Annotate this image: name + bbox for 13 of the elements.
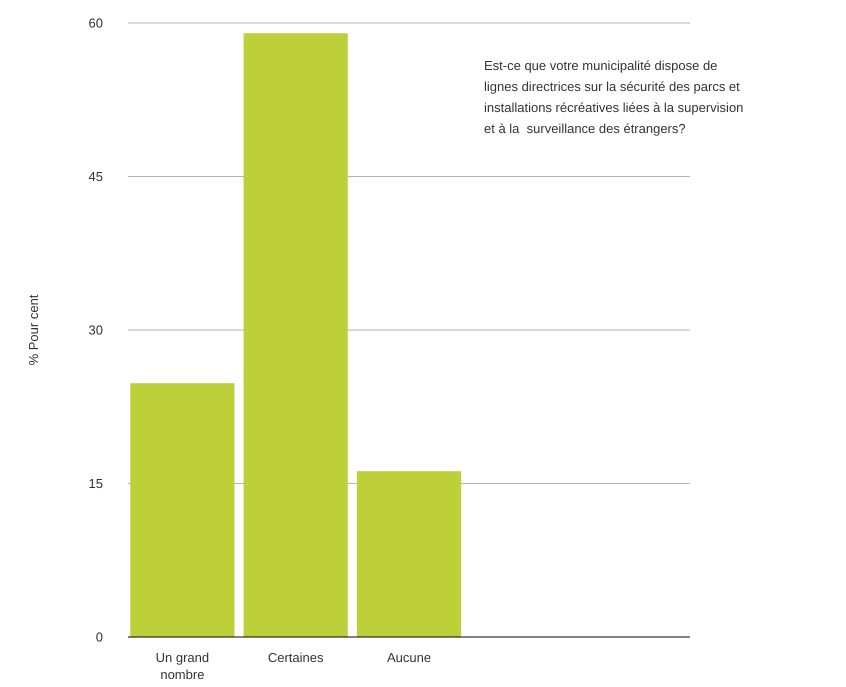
y-axis-title: % Pour cent	[26, 294, 41, 366]
y-tick-label: 30	[88, 322, 103, 338]
x-tick-label: Un grand nombre	[156, 650, 210, 682]
bar	[356, 471, 462, 637]
bar	[130, 383, 235, 637]
x-tick-label: Aucune	[386, 650, 432, 665]
bar	[244, 33, 348, 637]
y-tick-label: 45	[88, 169, 103, 184]
y-tick-label: 15	[88, 476, 103, 492]
y-tick-label: 0	[96, 630, 103, 645]
text: Est-ce que votre municipalité dispose de lignes directrices sur la sécurité des parcs et installations récréatives liées à la supervision et à la surveillance des étrangers?	[484, 58, 744, 136]
y-tick-label: 60	[88, 16, 103, 31]
x-tick-label: Certaines	[268, 650, 324, 665]
